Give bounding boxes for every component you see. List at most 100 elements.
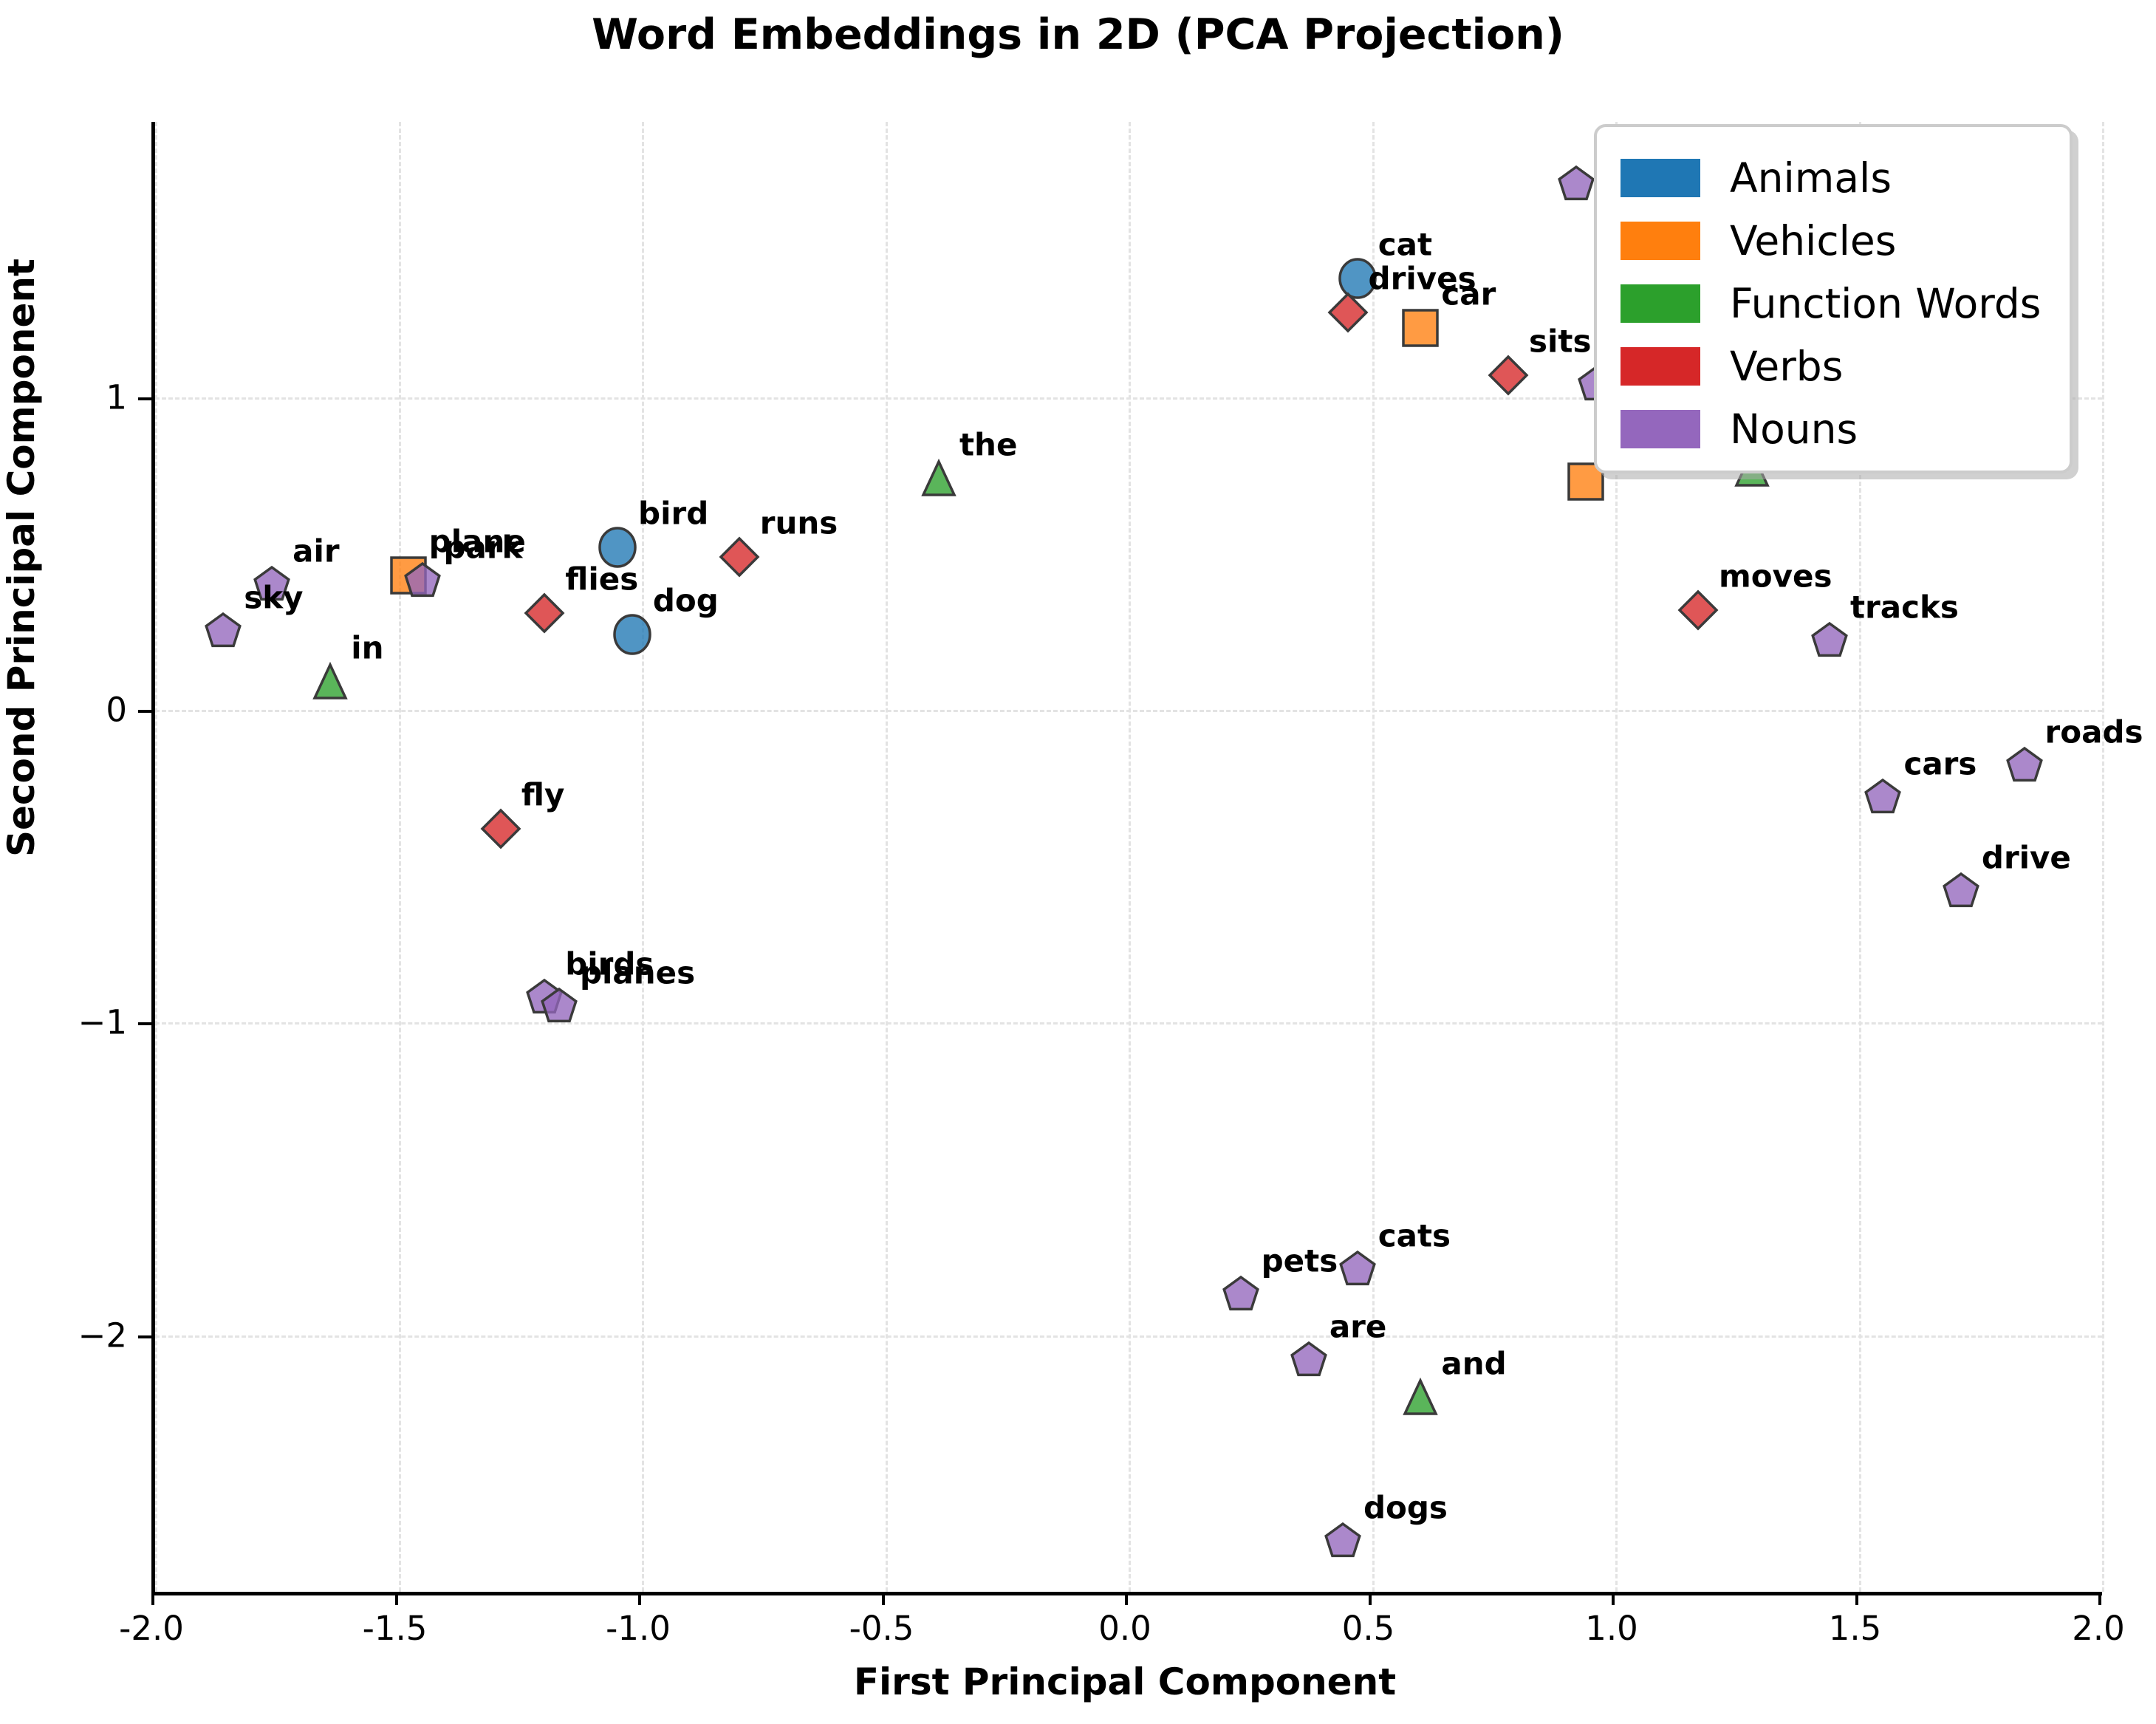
data-point-label: flies [565,561,639,598]
data-point-marker[interactable] [2005,746,2044,786]
data-point-marker[interactable] [1327,292,1369,333]
data-point-label: sky [244,579,304,616]
data-point-marker[interactable] [310,661,350,702]
data-point-marker[interactable] [1338,1250,1378,1290]
data-point-marker[interactable] [1488,355,1529,396]
data-point-marker[interactable] [1810,621,1849,661]
y-tick-label: 1 [106,377,127,417]
gridlines [155,122,2104,1592]
data-point-label: dog [652,582,719,619]
gridline-vertical [2102,122,2104,1592]
y-tick-label: −2 [78,1316,127,1355]
data-point-label: tracks [1849,589,1959,626]
x-tick-mark [1612,1592,1615,1605]
data-point-marker[interactable] [1221,1275,1261,1315]
legend-label: Verbs [1730,342,1844,390]
x-tick-label: -1.0 [606,1609,671,1648]
data-point-marker[interactable] [1323,1522,1363,1561]
data-point-label: are [1329,1308,1387,1345]
gridline-horizontal [155,1335,2102,1338]
x-tick-label: 2.0 [2072,1609,2125,1648]
data-point-label: planes [579,954,696,991]
chart-legend[interactable]: Animals Vehicles Function Words Verbs Nouns [1594,124,2073,473]
x-tick-label: -1.5 [362,1609,428,1648]
gridline-horizontal [155,710,2102,712]
x-tick-mark [151,1592,154,1605]
y-axis-label: Second Principal Component [0,259,43,857]
legend-label: Animals [1730,154,1892,202]
data-point-label: in [351,629,384,666]
data-point-label: the [959,426,1018,463]
legend-item[interactable]: Function Words [1597,272,2070,335]
x-tick-label: -0.5 [849,1609,914,1648]
gridline-horizontal [155,1022,2102,1025]
gridline-horizontal [155,397,2102,400]
data-point-marker[interactable] [1400,308,1440,348]
data-point-label: moves [1719,558,1832,594]
data-point-marker[interactable] [203,612,243,651]
data-point-marker[interactable] [252,565,292,605]
data-point-label: park [443,529,523,566]
y-tick-label: 0 [106,690,127,730]
x-tick-label: 0.0 [1098,1609,1151,1648]
legend-label: Function Words [1730,279,2042,327]
x-tick-label: 1.5 [1828,1609,1882,1648]
data-point-marker[interactable] [1289,1341,1329,1381]
legend-swatch [1621,346,1700,386]
x-tick-mark [881,1592,885,1605]
data-point-label: sits [1529,323,1592,360]
legend-swatch [1621,158,1700,197]
gridline-vertical [1372,122,1375,1592]
data-point-marker[interactable] [612,614,652,656]
data-point-label: cars [1903,745,1977,782]
y-tick-label: −1 [78,1002,127,1042]
data-point-label: cats [1378,1217,1451,1254]
legend-item[interactable]: Verbs [1597,335,2070,397]
legend-label: Vehicles [1730,216,1897,264]
data-point-marker[interactable] [598,527,637,568]
y-tick-mark [138,397,151,400]
legend-item[interactable]: Nouns [1597,397,2070,460]
data-point-label: cat [1378,226,1433,263]
gridline-vertical [1129,122,1131,1592]
data-point-label: pets [1261,1242,1338,1279]
x-axis-label: First Principal Component [853,1660,1397,1703]
y-tick-mark [138,710,151,713]
x-tick-label: 0.5 [1341,1609,1395,1648]
data-point-label: runs [759,504,838,541]
x-tick-label: -2.0 [119,1609,184,1648]
legend-swatch [1621,409,1700,448]
plot-area: cat bird dog car plane the in and drives sits runs… [151,122,2143,1595]
data-point-marker[interactable] [1556,165,1596,205]
legend-item[interactable]: Animals [1597,146,2070,209]
y-tick-mark [138,1335,151,1338]
data-point-marker[interactable] [1677,589,1719,630]
data-point-marker[interactable] [1400,1378,1440,1417]
data-point-marker[interactable] [1863,778,1903,818]
data-point-label: bird [638,495,709,532]
data-point-marker[interactable] [1338,257,1378,299]
data-point-marker[interactable] [719,536,760,578]
data-point-label: drive [1981,839,2071,876]
data-point-marker[interactable] [403,561,442,601]
x-tick-label: 1.0 [1585,1609,1638,1648]
data-point-marker[interactable] [1941,872,1981,911]
gridline-vertical [155,122,157,1592]
data-point-marker[interactable] [524,592,565,634]
gridline-vertical [1615,122,1618,1592]
legend-swatch [1621,221,1700,260]
legend-item[interactable]: Vehicles [1597,209,2070,272]
x-tick-mark [1855,1592,1858,1605]
gridline-vertical [885,122,888,1592]
gridline-vertical [642,122,644,1592]
data-point-label: fly [521,776,565,813]
data-point-marker[interactable] [919,458,959,499]
x-tick-mark [1368,1592,1372,1605]
data-point-label: and [1441,1345,1507,1382]
data-point-marker[interactable] [480,808,521,849]
data-point-marker[interactable] [539,987,579,1027]
gridline-vertical [1858,122,1861,1592]
data-point-label: drives [1368,260,1476,297]
data-point-label: dogs [1363,1489,1448,1526]
gridline-vertical [398,122,401,1592]
